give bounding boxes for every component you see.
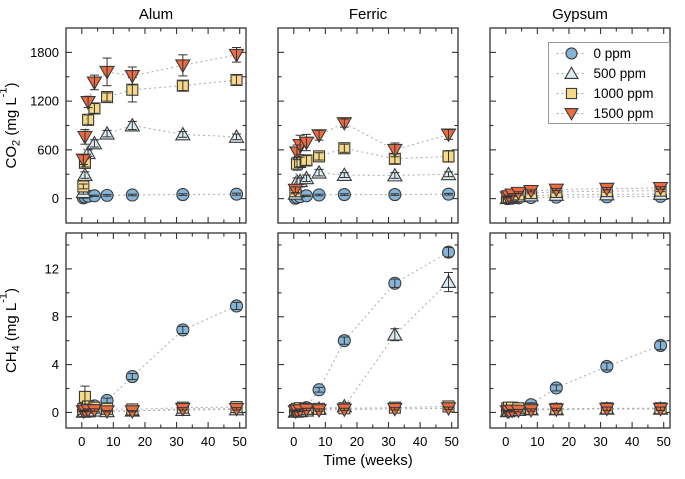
- panel-alum-ch4: [65, 232, 247, 429]
- y-axis-label-ch4: CH4​ (mg L-1​): [0, 288, 23, 373]
- marker-triangle-up: [564, 66, 579, 80]
- connector-line: [83, 408, 237, 413]
- connector-line: [507, 195, 661, 200]
- connector-line: [295, 193, 449, 199]
- column-title-ferric: Ferric: [349, 6, 388, 23]
- x-tick-label: 20: [562, 434, 576, 449]
- column-title-gypsum: Gypsum: [552, 6, 608, 23]
- connector-line: [295, 407, 449, 412]
- x-tick-label: 50: [656, 434, 670, 449]
- x-tick-label: 10: [106, 434, 120, 449]
- legend-entry-1500-ppm: 1500 ppm: [556, 106, 654, 121]
- series-500-ppm: [75, 117, 245, 199]
- legend: 0 ppm 500 ppm 1000 ppm 1500 ppm: [548, 42, 670, 124]
- panel-frame: [277, 232, 459, 429]
- y-tick-label: 8: [52, 309, 59, 324]
- x-tick-label: 40: [201, 434, 215, 449]
- panel-frame: [489, 232, 671, 429]
- x-tick-label: 30: [381, 434, 395, 449]
- series-0-ppm: [76, 187, 244, 205]
- x-tick-label: 40: [413, 434, 427, 449]
- connector-line: [83, 193, 237, 199]
- connector-line: [507, 407, 661, 410]
- series-1000-ppm: [77, 73, 243, 193]
- legend-entry-500-ppm: 500 ppm: [556, 66, 647, 81]
- panel-frame: [65, 232, 247, 429]
- series-1500-ppm: [75, 47, 245, 168]
- y-axis-label-co2: CO2​ (mg L-1​): [0, 83, 23, 169]
- panel-alum-co2: [65, 27, 247, 224]
- legend-entry-0-ppm: 0 ppm: [556, 46, 632, 61]
- legend-label: 1500 ppm: [594, 106, 654, 121]
- x-tick-label: 0: [78, 434, 85, 449]
- legend-entry-1000-ppm: 1000 ppm: [556, 86, 654, 101]
- series-0-ppm: [288, 187, 456, 205]
- marker-square: [565, 87, 578, 100]
- panel-ferric-co2: [277, 27, 459, 224]
- legend-label: 500 ppm: [594, 66, 647, 81]
- x-tick-label: 10: [318, 434, 332, 449]
- series-1500-ppm: [75, 402, 245, 420]
- y-tick-label: 1800: [30, 45, 59, 60]
- connector-line: [294, 147, 449, 192]
- x-tick-label: 20: [138, 434, 152, 449]
- x-tick-label: 50: [232, 434, 246, 449]
- connector-line: [83, 408, 237, 412]
- series-0-ppm: [76, 299, 244, 418]
- connector-line: [295, 405, 449, 411]
- series-1500-ppm: [499, 402, 669, 420]
- x-tick-label: 30: [593, 434, 607, 449]
- x-tick-label: 10: [530, 434, 544, 449]
- series-1500-ppm: [287, 117, 457, 198]
- connector-line: [507, 190, 661, 199]
- y-tick-label: 600: [37, 142, 59, 157]
- x-tick-label: 40: [625, 434, 639, 449]
- y-tick-label: 12: [45, 261, 59, 276]
- panel-gypsum-co2: [489, 27, 671, 224]
- connector-line: [507, 408, 661, 412]
- series-0-ppm: [288, 245, 456, 418]
- panel-ferric-ch4: [277, 232, 459, 429]
- column-title-alum: Alum: [139, 6, 173, 23]
- marker-circle: [565, 47, 578, 60]
- panel-gypsum-ch4: [489, 232, 671, 429]
- connector-line: [507, 193, 661, 199]
- x-tick-label: 50: [444, 434, 458, 449]
- x-axis-label: Time (weeks): [323, 452, 412, 469]
- connector-line: [507, 344, 661, 412]
- x-tick-label: 30: [169, 434, 183, 449]
- legend-label: 1000 ppm: [594, 86, 654, 101]
- y-tick-label: 0: [52, 191, 59, 206]
- y-tick-label: 4: [52, 357, 59, 372]
- marker-triangle-down: [564, 107, 579, 121]
- series-1500-ppm: [499, 181, 669, 206]
- x-tick-label: 0: [502, 434, 509, 449]
- series-500-ppm: [287, 271, 457, 418]
- legend-label: 0 ppm: [594, 46, 632, 61]
- y-tick-label: 0: [52, 405, 59, 420]
- series-1000-ppm: [289, 142, 455, 198]
- x-tick-label: 0: [290, 434, 297, 449]
- series-1500-ppm: [287, 402, 457, 420]
- x-tick-label: 20: [350, 434, 364, 449]
- y-tick-label: 1200: [30, 94, 59, 109]
